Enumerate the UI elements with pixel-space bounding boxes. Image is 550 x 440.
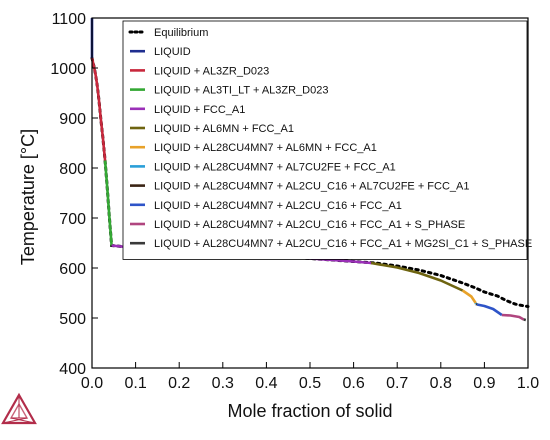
x-tick-label: 0.1 <box>124 375 146 392</box>
x-tick-label: 0.6 <box>342 375 364 392</box>
legend-label: LIQUID + AL28CU4MN7 + AL6MN + FCC_A1 <box>154 142 377 154</box>
legend-label: LIQUID + AL6MN + FCC_A1 <box>154 123 294 135</box>
series-line-2 <box>90 57 107 161</box>
y-tick-label: 500 <box>59 311 86 328</box>
y-tick-label: 600 <box>59 261 86 278</box>
series-line-10 <box>501 313 525 321</box>
series-line-6 <box>461 289 477 304</box>
series-line-11 <box>523 318 527 322</box>
x-tick-label: 0.3 <box>212 375 234 392</box>
legend-label: LIQUID + AL28CU4MN7 + AL2CU_C16 + FCC_A1… <box>154 219 465 231</box>
legend-label: LIQUID + AL3TI_LT + AL3ZR_D023 <box>154 85 328 97</box>
legend-label: LIQUID + FCC_A1 <box>154 104 245 116</box>
legend-label: LIQUID + AL3ZR_D023 <box>154 65 269 77</box>
legend-label: Equilibrium <box>154 27 208 39</box>
legend-label: LIQUID + AL28CU4MN7 + AL2CU_C16 + FCC_A1 <box>154 200 402 212</box>
legend-label: LIQUID + AL28CU4MN7 + AL2CU_C16 + AL7CU2… <box>154 181 470 193</box>
legend: Equilibrium LIQUID LIQUID + AL3ZR_D023 LIQU… <box>122 20 532 260</box>
x-tick-label: 0.8 <box>430 375 452 392</box>
x-tick-label: 0.5 <box>299 375 321 392</box>
legend-label: LIQUID <box>154 46 191 58</box>
series-line-3 <box>103 160 113 246</box>
x-tick-label: 0.7 <box>386 375 408 392</box>
legend-label: LIQUID + AL28CU4MN7 + AL2CU_C16 + FCC_A1… <box>154 238 532 250</box>
axes: 0.0 0.1 0.2 0.3 0.4 0.5 0.6 0.7 0.8 0.9 1.0 400 500 6… <box>50 11 539 392</box>
series-line-5 <box>370 261 464 292</box>
series-line-8 <box>475 302 478 306</box>
y-tick-label: 1000 <box>50 61 86 78</box>
thermo-calc-logo-icon <box>1 392 37 425</box>
y-tick-label: 800 <box>59 161 86 178</box>
y-tick-label: 700 <box>59 211 86 228</box>
legend-box <box>122 20 528 260</box>
y-axis-label: Temperature [°C] <box>18 129 38 265</box>
x-tick-label: 0.4 <box>255 375 277 392</box>
x-tick-label: 0.0 <box>81 375 103 392</box>
y-tick-label: 900 <box>59 111 86 128</box>
x-tick-label: 0.2 <box>168 375 190 392</box>
x-axis-label: Mole fraction of solid <box>227 401 392 421</box>
y-tick-label: 1100 <box>52 11 87 28</box>
series-line-9 <box>476 303 503 317</box>
y-tick-label: 400 <box>59 361 86 378</box>
x-tick-label: 1.0 <box>517 375 539 392</box>
legend-label: LIQUID + AL28CU4MN7 + AL7CU2FE + FCC_A1 <box>154 161 396 173</box>
x-tick-label: 0.9 <box>473 375 495 392</box>
